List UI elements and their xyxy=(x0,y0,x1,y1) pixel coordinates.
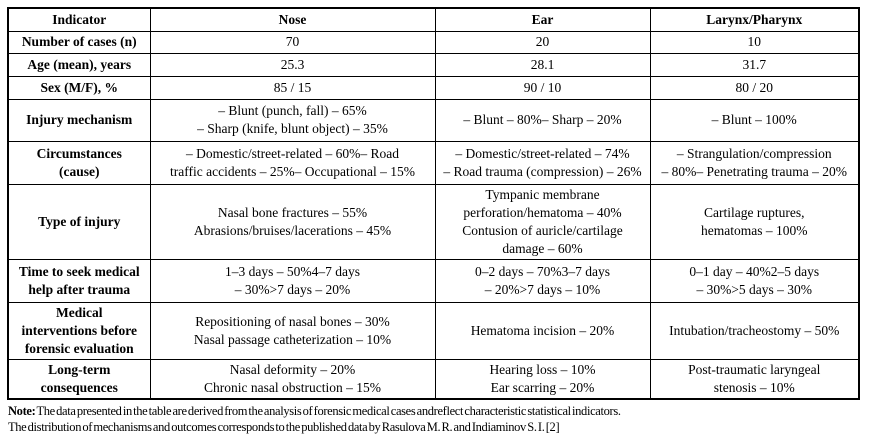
note-line-2: The distribution of mechanisms and outco… xyxy=(8,420,560,434)
table-cell: 10 xyxy=(649,30,860,54)
table-row-time-to-seek-help: Time to seek medical help after trauma 1… xyxy=(7,258,860,303)
table-cell: 90 / 10 xyxy=(434,75,651,100)
row-label: Injury mechanism xyxy=(7,98,151,142)
row-label: Sex (M/F), % xyxy=(7,75,151,100)
table-cell: 20 xyxy=(434,30,651,54)
table-cell: Cartilage ruptures, hematomas – 100% xyxy=(649,183,860,260)
row-label: Number of cases (n) xyxy=(7,30,151,54)
table-cell: – Blunt (punch, fall) – 65% – Sharp (kni… xyxy=(149,98,436,142)
table-cell: Hematoma incision – 20% xyxy=(434,301,651,360)
table-cell: Tympanic membrane perforation/hematoma –… xyxy=(434,183,651,260)
table-cell: Repositioning of nasal bones – 30% Nasal… xyxy=(149,301,436,360)
table-cell: – Blunt – 80%– Sharp – 20% xyxy=(434,98,651,142)
table-cell: Nasal bone fractures – 55% Abrasions/bru… xyxy=(149,183,436,260)
table-cell: Hearing loss – 10% Ear scarring – 20% xyxy=(434,358,651,400)
table-row-medical-interventions: Medical interventions before forensic ev… xyxy=(7,301,860,360)
table-row-sex: Sex (M/F), % 85 / 15 90 / 10 80 / 20 xyxy=(7,75,860,100)
note-line-1: Note: The data presented in the table ar… xyxy=(8,403,864,419)
column-header-nose: Nose xyxy=(149,7,436,32)
table-cell: 80 / 20 xyxy=(649,75,860,100)
table-cell: 25.3 xyxy=(149,52,436,77)
row-label: Circumstances (cause) xyxy=(7,140,151,185)
table-cell: 28.1 xyxy=(434,52,651,77)
table-note: Note: The data presented in the table ar… xyxy=(8,403,864,435)
table-row-injury-mechanism: Injury mechanism – Blunt (punch, fall) –… xyxy=(7,98,860,142)
table-row-number-of-cases: Number of cases (n) 70 20 10 xyxy=(7,30,860,54)
table-cell: 0–1 day – 40%2–5 days – 30%>5 days – 30% xyxy=(649,258,860,303)
table-cell: – Blunt – 100% xyxy=(649,98,860,142)
row-label: Medical interventions before forensic ev… xyxy=(7,301,151,360)
table-row-age: Age (mean), years 25.3 28.1 31.7 xyxy=(7,52,860,77)
forensic-indicators-table: Indicator Nose Ear Larynx/Pharynx Number… xyxy=(7,7,860,400)
table-cell: Nasal deformity – 20% Chronic nasal obst… xyxy=(149,358,436,400)
table-cell: – Domestic/street-related – 74% – Road t… xyxy=(434,140,651,185)
note-label: Note: xyxy=(8,404,36,418)
table-cell: 85 / 15 xyxy=(149,75,436,100)
table-cell: 0–2 days – 70%3–7 days – 20%>7 days – 10… xyxy=(434,258,651,303)
table-cell: 1–3 days – 50%4–7 days – 30%>7 days – 20… xyxy=(149,258,436,303)
table-row-circumstances: Circumstances (cause) – Domestic/street-… xyxy=(7,140,860,185)
row-label: Type of injury xyxy=(7,183,151,260)
table-cell: Post-traumatic laryngeal stenosis – 10% xyxy=(649,358,860,400)
note-line1-text: The data presented in the table are deri… xyxy=(36,404,621,418)
column-header-larynx-pharynx: Larynx/Pharynx xyxy=(649,7,860,32)
row-label: Time to seek medical help after trauma xyxy=(7,258,151,303)
table-header-row: Indicator Nose Ear Larynx/Pharynx xyxy=(7,7,860,32)
table-cell: 70 xyxy=(149,30,436,54)
table-cell: 31.7 xyxy=(649,52,860,77)
row-label: Long-term consequences xyxy=(7,358,151,400)
table-cell: – Strangulation/compression – 80%– Penet… xyxy=(649,140,860,185)
column-header-ear: Ear xyxy=(434,7,651,32)
table-cell: Intubation/tracheostomy – 50% xyxy=(649,301,860,360)
row-label: Age (mean), years xyxy=(7,52,151,77)
table-cell: – Domestic/street-related – 60%– Road tr… xyxy=(149,140,436,185)
table-row-type-of-injury: Type of injury Nasal bone fractures – 55… xyxy=(7,183,860,260)
column-header-indicator: Indicator xyxy=(7,7,151,32)
table-row-long-term-consequences: Long-term consequences Nasal deformity –… xyxy=(7,358,860,400)
